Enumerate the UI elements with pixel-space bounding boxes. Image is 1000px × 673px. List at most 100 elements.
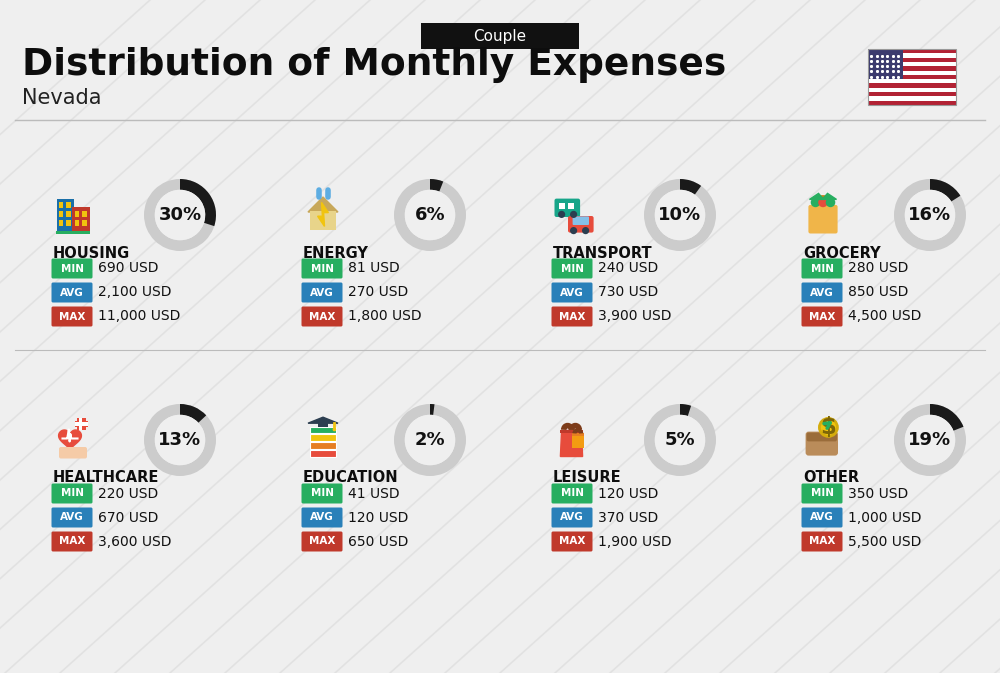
Circle shape: [570, 227, 577, 234]
FancyBboxPatch shape: [552, 507, 592, 528]
Text: 1,800 USD: 1,800 USD: [348, 310, 422, 324]
FancyBboxPatch shape: [868, 49, 903, 79]
Text: MIN: MIN: [310, 264, 334, 273]
Text: MAX: MAX: [559, 312, 585, 322]
Wedge shape: [180, 404, 206, 423]
FancyBboxPatch shape: [75, 422, 88, 426]
FancyBboxPatch shape: [868, 62, 956, 66]
FancyBboxPatch shape: [568, 203, 574, 209]
Wedge shape: [930, 404, 963, 431]
Text: MAX: MAX: [809, 312, 835, 322]
Text: MIN: MIN: [310, 489, 334, 499]
Text: 3,600 USD: 3,600 USD: [98, 534, 172, 548]
Text: MAX: MAX: [59, 312, 85, 322]
Text: 1,900 USD: 1,900 USD: [598, 534, 672, 548]
Text: AVG: AVG: [810, 287, 834, 297]
Circle shape: [655, 415, 705, 465]
FancyBboxPatch shape: [802, 306, 842, 326]
FancyBboxPatch shape: [310, 211, 336, 230]
Text: AVG: AVG: [560, 287, 584, 297]
FancyBboxPatch shape: [421, 23, 579, 49]
Text: AVG: AVG: [560, 513, 584, 522]
Text: GROCERY: GROCERY: [803, 246, 881, 260]
Text: MAX: MAX: [559, 536, 585, 546]
FancyBboxPatch shape: [552, 258, 592, 279]
FancyBboxPatch shape: [310, 450, 336, 456]
FancyBboxPatch shape: [868, 58, 956, 62]
FancyBboxPatch shape: [568, 216, 594, 233]
Polygon shape: [318, 203, 328, 226]
Text: 16%: 16%: [908, 206, 952, 224]
Text: AVG: AVG: [310, 513, 334, 522]
Text: 650 USD: 650 USD: [348, 534, 408, 548]
FancyBboxPatch shape: [868, 87, 956, 92]
Circle shape: [905, 415, 955, 465]
Text: 4,500 USD: 4,500 USD: [848, 310, 921, 324]
FancyBboxPatch shape: [52, 507, 92, 528]
Text: MIN: MIN: [810, 264, 834, 273]
Text: 240 USD: 240 USD: [598, 262, 658, 275]
Circle shape: [155, 190, 205, 240]
Text: $: $: [821, 416, 836, 439]
FancyBboxPatch shape: [310, 434, 336, 441]
FancyBboxPatch shape: [802, 483, 842, 503]
Text: 19%: 19%: [908, 431, 952, 449]
Text: ENERGY: ENERGY: [303, 246, 369, 260]
Text: MAX: MAX: [59, 536, 85, 546]
Text: MIN: MIN: [60, 264, 84, 273]
Text: Couple: Couple: [473, 28, 527, 44]
Polygon shape: [308, 197, 338, 212]
FancyBboxPatch shape: [552, 283, 592, 302]
Text: 3,900 USD: 3,900 USD: [598, 310, 672, 324]
Text: 690 USD: 690 USD: [98, 262, 158, 275]
FancyBboxPatch shape: [52, 532, 92, 551]
Wedge shape: [144, 179, 216, 251]
Wedge shape: [430, 179, 443, 192]
Text: MIN: MIN: [560, 489, 584, 499]
FancyBboxPatch shape: [572, 435, 584, 448]
FancyBboxPatch shape: [302, 483, 342, 503]
Wedge shape: [644, 179, 716, 251]
Text: OTHER: OTHER: [803, 470, 859, 485]
FancyBboxPatch shape: [72, 207, 90, 232]
Text: HOUSING: HOUSING: [53, 246, 130, 260]
FancyBboxPatch shape: [302, 306, 342, 326]
FancyBboxPatch shape: [868, 53, 956, 58]
Text: AVG: AVG: [310, 287, 334, 297]
Circle shape: [333, 428, 336, 431]
FancyBboxPatch shape: [868, 101, 956, 105]
Text: MAX: MAX: [309, 536, 335, 546]
FancyBboxPatch shape: [552, 483, 592, 503]
Wedge shape: [430, 404, 435, 415]
FancyBboxPatch shape: [52, 283, 92, 302]
FancyBboxPatch shape: [52, 258, 92, 279]
FancyBboxPatch shape: [807, 433, 837, 441]
Circle shape: [818, 198, 828, 207]
FancyBboxPatch shape: [808, 205, 838, 234]
Text: Distribution of Monthly Expenses: Distribution of Monthly Expenses: [22, 47, 726, 83]
Text: 13%: 13%: [158, 431, 202, 449]
Text: AVG: AVG: [810, 513, 834, 522]
FancyBboxPatch shape: [56, 199, 74, 232]
FancyBboxPatch shape: [806, 431, 838, 456]
Wedge shape: [144, 404, 216, 476]
FancyBboxPatch shape: [802, 283, 842, 302]
Text: EDUCATION: EDUCATION: [303, 470, 399, 485]
Text: 730 USD: 730 USD: [598, 285, 658, 299]
Text: 5%: 5%: [665, 431, 695, 449]
Polygon shape: [560, 431, 583, 456]
Text: 11,000 USD: 11,000 USD: [98, 310, 180, 324]
Text: 850 USD: 850 USD: [848, 285, 908, 299]
Wedge shape: [894, 179, 966, 251]
FancyBboxPatch shape: [66, 201, 71, 207]
Circle shape: [405, 415, 455, 465]
Text: Nevada: Nevada: [22, 88, 102, 108]
Circle shape: [582, 227, 589, 234]
FancyBboxPatch shape: [552, 306, 592, 326]
Circle shape: [655, 190, 705, 240]
FancyBboxPatch shape: [868, 49, 956, 53]
Circle shape: [826, 198, 835, 207]
FancyBboxPatch shape: [868, 75, 956, 79]
Text: 350 USD: 350 USD: [848, 487, 908, 501]
FancyBboxPatch shape: [310, 427, 336, 433]
